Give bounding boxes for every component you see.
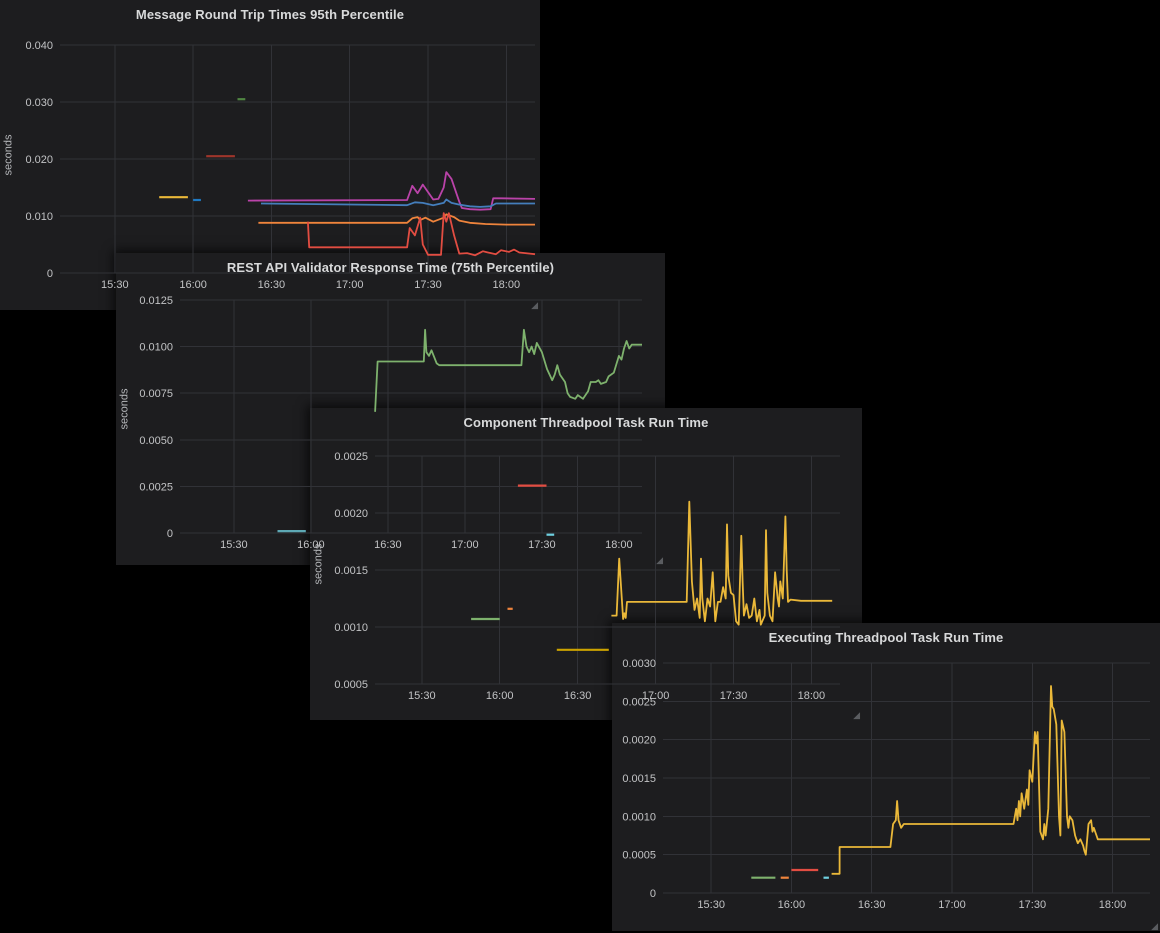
x-tick-label: 16:30 xyxy=(858,899,886,911)
y-tick-label: 0 xyxy=(167,528,173,540)
y-tick-label: 0.0005 xyxy=(622,850,656,862)
series-steel-blue xyxy=(260,198,535,208)
panel-title[interactable]: Message Round Trip Times 95th Percentile xyxy=(135,7,405,22)
y-tick-label: 0.0050 xyxy=(139,435,173,447)
x-tick-label: 15:30 xyxy=(408,690,436,702)
y-tick-label: 0.020 xyxy=(25,154,53,166)
x-tick-label: 17:30 xyxy=(1019,899,1047,911)
panel-executing-threadpool: Executing Threadpool Task Run Time 0.003… xyxy=(612,623,1160,931)
series-green xyxy=(374,328,642,412)
series-red xyxy=(307,212,536,257)
x-tick-label: 17:00 xyxy=(451,539,479,551)
chart-plot-area[interactable]: 0.0125 0.0100 0.0075 0.0050 0.0025 0 15:30 16:0… xyxy=(116,253,665,565)
y-tick-label: 0 xyxy=(47,268,53,280)
chart-plot-area[interactable]: 0.0030 0.0025 0.0020 0.0015 0.0010 0.0005 0 15:… xyxy=(612,623,1160,931)
chart-plot-area[interactable]: 0.0025 0.0020 0.0015 0.0010 0.0005 15:30 16:00… xyxy=(310,408,862,720)
y-tick-label: 0.0015 xyxy=(622,773,656,785)
x-tick-label: 17:30 xyxy=(414,279,442,291)
x-tick-label: 16:00 xyxy=(486,690,514,702)
y-tick-label: 0.0005 xyxy=(334,679,368,691)
x-tick-label: 18:00 xyxy=(1099,899,1127,911)
y-tick-label: 0 xyxy=(650,888,656,900)
y-tick-label: 0.0025 xyxy=(139,481,173,493)
y-tick-label: 0.0010 xyxy=(334,622,368,634)
x-tick-label: 15:30 xyxy=(101,279,129,291)
y-tick-label: 0.0025 xyxy=(622,696,656,708)
x-tick-label: 18:00 xyxy=(493,279,521,291)
x-tick-label: 18:00 xyxy=(798,690,826,702)
series-gold xyxy=(831,685,1150,875)
panel-resize-handle[interactable]: ◢ xyxy=(1151,921,1158,931)
x-tick-label: 17:30 xyxy=(528,539,556,551)
x-tick-label: 16:30 xyxy=(374,539,402,551)
y-tick-label: 0.0025 xyxy=(334,451,368,463)
panel-title[interactable]: REST API Validator Response Time (75th P… xyxy=(226,260,555,275)
y-tick-label: 0.010 xyxy=(25,211,53,223)
y-tick-label: 0.0030 xyxy=(622,658,656,670)
x-tick-label: 17:00 xyxy=(938,899,966,911)
panel-resize-handle[interactable]: ◢ xyxy=(531,300,538,310)
series-gold xyxy=(611,500,833,626)
panel-resize-handle[interactable]: ◢ xyxy=(656,555,663,565)
y-tick-label: 0.0020 xyxy=(622,735,656,747)
x-tick-label: 16:00 xyxy=(778,899,806,911)
panel-message-round-trip: Message Round Trip Times 95th Percentile… xyxy=(0,0,540,310)
y-tick-label: 0.0075 xyxy=(139,388,173,400)
series-magenta xyxy=(247,171,536,211)
x-tick-label: 18:00 xyxy=(605,539,633,551)
y-tick-label: 0.0010 xyxy=(622,811,656,823)
chart-plot-area[interactable]: 0.040 0.030 0.020 0.010 0 15:30 16:00 16:30 17:0… xyxy=(0,0,540,310)
x-tick-label: 16:00 xyxy=(297,539,325,551)
x-tick-label: 17:00 xyxy=(336,279,364,291)
y-tick-label: 0.0100 xyxy=(139,342,173,354)
y-tick-label: 0.030 xyxy=(25,97,53,109)
x-tick-label: 16:00 xyxy=(179,279,207,291)
y-tick-label: 0.0125 xyxy=(139,295,173,307)
x-tick-label: 16:30 xyxy=(564,690,592,702)
x-tick-label: 16:30 xyxy=(258,279,286,291)
panel-resize-handle[interactable]: ◢ xyxy=(853,710,860,720)
x-tick-label: 15:30 xyxy=(220,539,248,551)
x-tick-label: 17:00 xyxy=(642,690,670,702)
x-tick-label: 15:30 xyxy=(697,899,725,911)
y-tick-label: 0.040 xyxy=(25,40,53,52)
panel-title[interactable]: Component Threadpool Task Run Time xyxy=(463,415,709,430)
y-tick-label: 0.0015 xyxy=(334,565,368,577)
panel-title[interactable]: Executing Threadpool Task Run Time xyxy=(768,630,1004,645)
x-tick-label: 17:30 xyxy=(720,690,748,702)
panel-component-threadpool: Component Threadpool Task Run Time secon… xyxy=(310,408,862,720)
y-tick-label: 0.0020 xyxy=(334,508,368,520)
